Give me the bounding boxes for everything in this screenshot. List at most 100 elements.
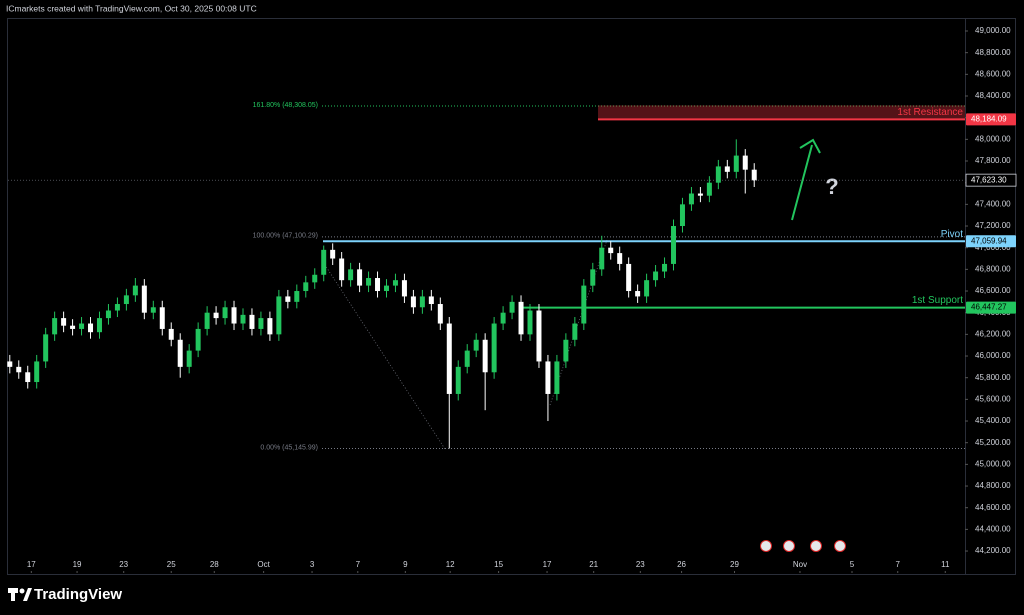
forecast-arrow [791,144,813,221]
y-tick-label: 44,200.00 [975,546,1011,555]
candle-body [572,323,578,340]
y-tick-label: 44,400.00 [975,524,1011,533]
current-price-label: 47,623.30 [971,175,1007,184]
candle-body [150,307,156,313]
candle-body [285,296,291,302]
x-tick-label: 11 [941,560,950,569]
candle-body [168,328,174,340]
y-tick-label: 48,000.00 [975,134,1011,143]
price-tag [966,235,1016,248]
candle-body [724,166,730,172]
header: ICmarkets created with TradingView.com, … [6,3,257,13]
y-tick-label: 45,600.00 [975,394,1011,403]
x-tick-label: 21 [589,560,598,569]
candle-body [563,339,569,362]
x-tick-label: 9 [403,560,408,569]
candle-body [688,193,694,205]
candle-body [536,310,542,362]
candle-body [527,310,533,335]
candle-body [132,285,138,296]
y-tick-label: 45,200.00 [975,438,1011,447]
y-tick-label: 45,400.00 [975,416,1011,425]
candle-body [464,350,470,367]
candle-body [437,304,443,324]
fib-label: 0.00% (45,145.99) [260,444,318,451]
candle-body [16,366,22,373]
resistance-zone [598,105,965,120]
candle-body [70,325,76,329]
candle-body [401,280,407,297]
candle-body [79,323,85,329]
x-tick-label: 15 [494,560,503,569]
price-tag [966,301,1016,314]
y-tick-label: 47,000.00 [975,243,1011,252]
candle-body [428,296,434,305]
y-tick-label: 48,400.00 [975,91,1011,100]
candle-body [366,278,372,286]
candle-body [383,285,389,292]
candle-body [240,314,246,324]
x-tick-label: 17 [27,560,36,569]
candle-body [159,307,165,329]
level-name: 1st Support [912,295,963,306]
candle-body [419,296,425,308]
candle-body [141,285,147,313]
candle-body [195,328,201,351]
candle-body [222,307,228,319]
candle-body [321,249,327,275]
candle-body [473,339,479,351]
level-name: 1st Resistance [897,107,963,118]
current-price-tag [965,173,1017,187]
event-icons [760,540,846,552]
fib-label: 100.00% (47,100.29) [253,233,318,240]
candle-body [581,285,587,324]
y-tick-label: 45,000.00 [975,459,1011,468]
candle-body [751,169,757,181]
candle-body [679,204,685,227]
candle-body [7,361,13,367]
candle-body [733,155,739,172]
candle-body [249,314,255,329]
candle-body [186,350,192,367]
candle-body [258,318,264,329]
candle-body [697,193,703,196]
candle-body [339,258,345,281]
candle-body [357,269,363,286]
candle-body [177,339,183,367]
candle-body [410,296,416,308]
x-tick-label: 7 [356,560,361,569]
y-tick-label: 46,600.00 [975,286,1011,295]
forecast-arrow-head [799,138,821,154]
y-tick-label: 49,000.00 [975,26,1011,35]
x-tick-label: 25 [167,560,176,569]
fib-label: 161.80% (48,308.05) [253,102,318,109]
x-tick-label: 28 [210,560,219,569]
candle-body [52,318,58,335]
candle-body [330,249,336,259]
y-tick-label: 45,800.00 [975,373,1011,382]
candle-body [231,307,237,324]
candle-body [662,263,668,272]
x-tick-label: 29 [730,560,739,569]
candle-body [715,166,721,183]
y-tick-label: 44,800.00 [975,481,1011,490]
y-tick-label: 46,800.00 [975,264,1011,273]
candle-body [276,296,282,335]
candle-body [599,247,605,270]
brand-logo [8,588,32,601]
candle-body [626,263,632,292]
candle-body [312,274,318,283]
candle-body [61,318,67,326]
candle-body [706,182,712,196]
y-tick-label: 46,000.00 [975,351,1011,360]
candle-body [742,155,748,170]
candle-body [518,301,524,335]
candle-body [114,304,120,311]
candle-body [123,295,129,305]
x-tick-label: 23 [119,560,128,569]
candle-body [608,247,614,254]
candle-body [303,282,309,292]
level-name: Pivot [941,229,963,240]
price-tag-label: 48,184.09 [971,115,1007,124]
